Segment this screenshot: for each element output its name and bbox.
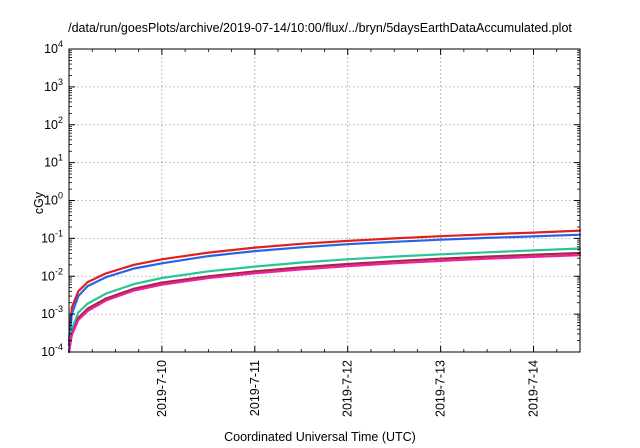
x-axis-label: Coordinated Universal Time (UTC) <box>224 430 416 444</box>
y-tick-label: 104 <box>44 39 63 56</box>
y-tick-label: 103 <box>44 77 63 94</box>
y-tick-labels: 10-4 10-3 10-2 10-1 100 101 102 103 104 <box>41 39 63 359</box>
y-tick-label: 10-1 <box>41 228 63 245</box>
grid-lines <box>69 49 580 352</box>
series-line-3 <box>67 247 582 354</box>
series-line-4 <box>67 251 582 354</box>
series-line-1 <box>67 229 582 342</box>
y-tick-label: 100 <box>44 191 63 208</box>
y-tick-label: 102 <box>44 115 63 132</box>
x-tick-labels: 2019-7-10 2019-7-11 2019-7-12 2019-7-13 2019… <box>155 360 541 417</box>
x-tick-label: 2019-7-10 <box>155 360 169 417</box>
y-tick-label: 10-4 <box>41 342 63 359</box>
x-tick-label: 2019-7-13 <box>434 360 448 417</box>
y-tick-label: 101 <box>44 153 63 170</box>
x-tick-label: 2019-7-11 <box>248 360 262 416</box>
y-tick-label: 10-3 <box>41 304 63 321</box>
x-tick-label: 2019-7-12 <box>341 360 355 417</box>
series-line-5 <box>67 254 582 354</box>
chart-title: /data/run/goesPlots/archive/2019-07-14/1… <box>68 21 572 35</box>
series-line-2 <box>67 233 582 347</box>
axis-ticks <box>69 48 580 353</box>
series-layer <box>67 229 582 354</box>
x-tick-label: 2019-7-14 <box>527 360 541 417</box>
y-tick-label: 10-2 <box>41 266 63 283</box>
